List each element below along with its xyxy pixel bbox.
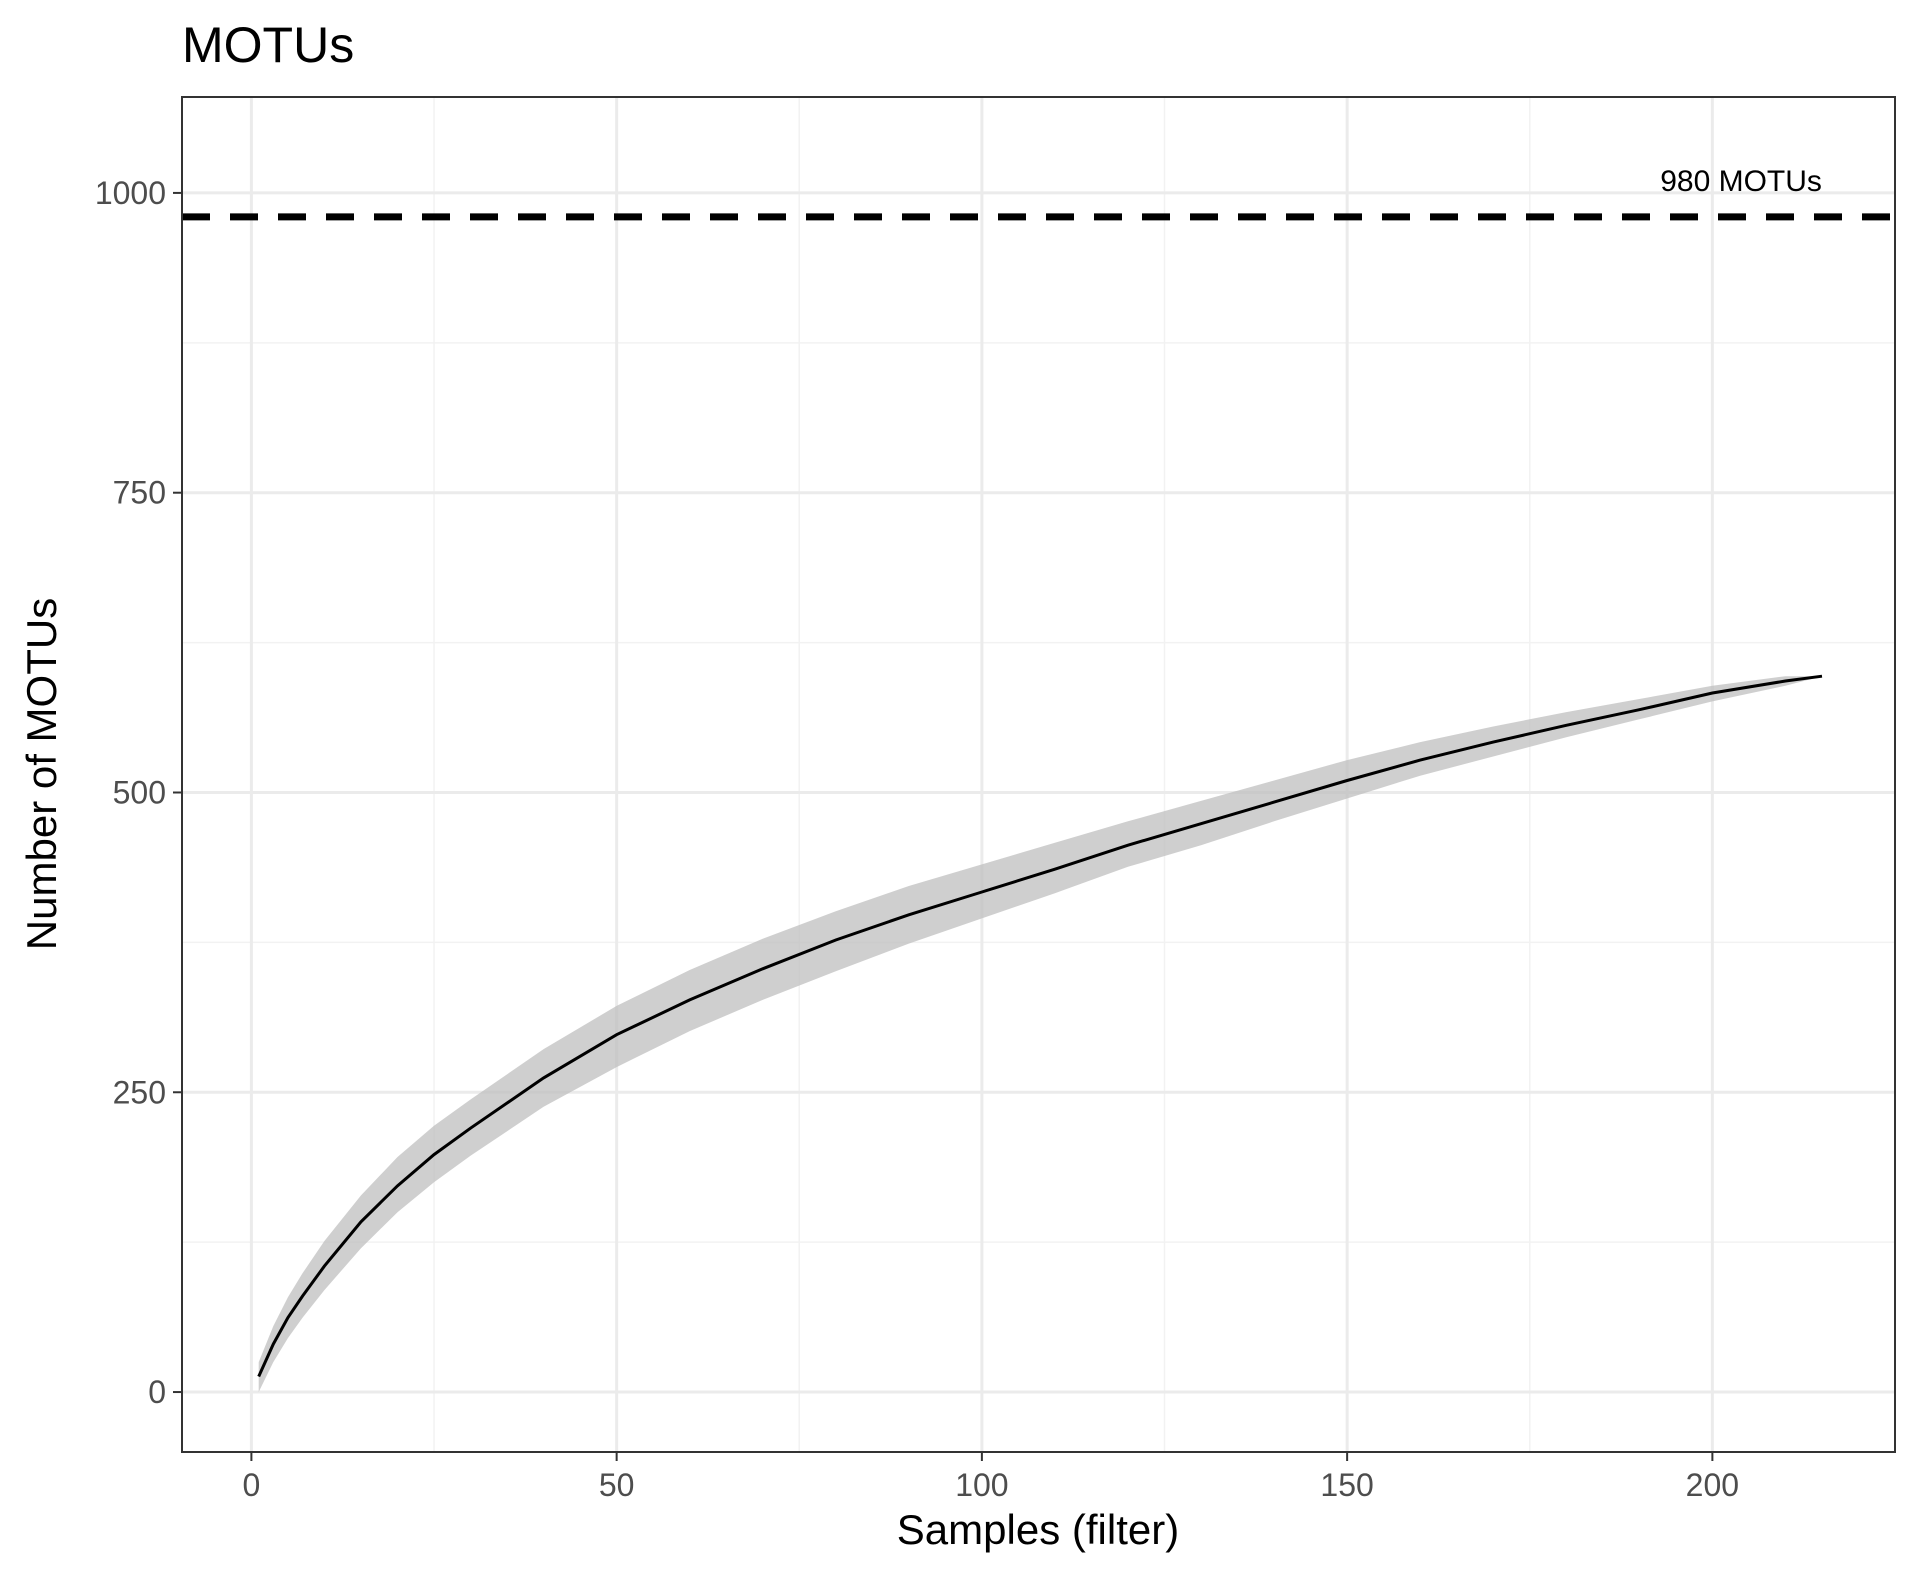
y-axis-title: Number of MOTUs	[18, 598, 65, 950]
x-tick-label: 0	[242, 1467, 260, 1503]
y-tick-label: 500	[113, 774, 166, 810]
confidence-band	[258, 676, 1823, 1392]
y-tick-label: 0	[148, 1374, 166, 1410]
y-tick-label: 1000	[95, 175, 166, 211]
minor-gridlines	[182, 97, 1895, 1452]
rarefaction-curve-line	[257, 674, 1823, 1378]
plot-panel-border	[181, 96, 1896, 1453]
x-tick-label: 50	[599, 1467, 635, 1503]
y-axis-ticks: 0 250 500 750 1000	[95, 175, 182, 1410]
x-axis-ticks: 0 50 100 150 200	[242, 1452, 1739, 1503]
x-tick-label: 150	[1320, 1467, 1373, 1503]
x-tick-label: 100	[955, 1467, 1008, 1503]
plot-panel-background	[182, 97, 1895, 1452]
confidence-band-area	[258, 676, 1823, 1392]
major-gridlines	[182, 97, 1895, 1452]
y-tick-label: 750	[113, 475, 166, 511]
rarefaction-curve	[257, 674, 1823, 1378]
reference-line-label: 980 MOTUs	[1660, 165, 1822, 198]
chart-title: MOTUs	[182, 17, 354, 73]
x-tick-label: 200	[1686, 1467, 1739, 1503]
x-axis-title: Samples (filter)	[897, 1506, 1179, 1553]
y-tick-label: 250	[113, 1074, 166, 1110]
